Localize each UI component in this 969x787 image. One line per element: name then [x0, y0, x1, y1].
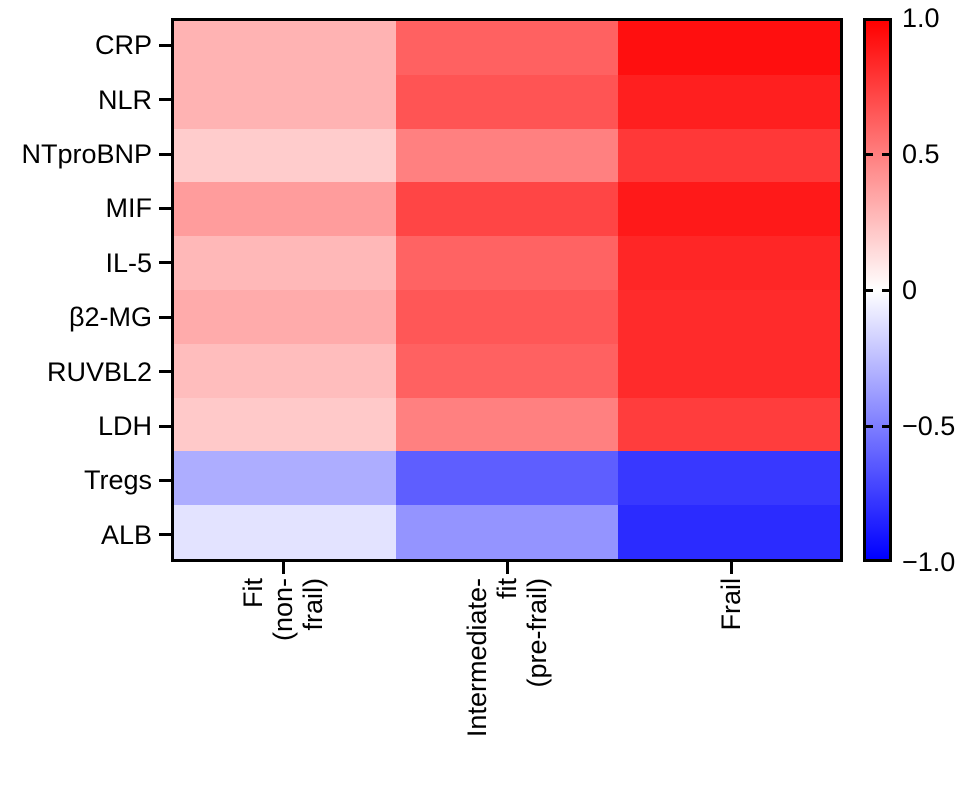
heatmap-cell-r0-c1	[396, 21, 618, 75]
heatmap-cell-r3-c2	[618, 182, 840, 237]
row-label: Tregs	[83, 465, 152, 496]
colorbar-tick-label: −0.5	[902, 411, 956, 441]
colorbar-tick-label: 1.0	[902, 3, 940, 33]
heatmap-cell-r6-c2	[618, 343, 840, 398]
heatmap-cell-r5-c0	[174, 289, 396, 344]
heatmap-cell-r1-c0	[174, 74, 396, 129]
row-label: CRP	[94, 30, 152, 61]
y-tick-mark	[159, 261, 171, 265]
x-tick-mark	[505, 562, 509, 574]
colorbar-tick-label: −1.0	[902, 547, 956, 577]
column-label: Frail	[716, 578, 746, 631]
heatmap-cell-r9-c0	[174, 505, 396, 559]
row-label: ALB	[100, 519, 152, 550]
column-label: Intermediate-fit (pre-frail)	[462, 578, 552, 738]
y-tick-mark	[159, 478, 171, 482]
colorbar-tick-mark	[882, 424, 889, 428]
heatmap-cell-r6-c1	[396, 343, 618, 398]
row-label: LDH	[97, 411, 152, 441]
heatmap-cell-r4-c1	[396, 236, 618, 290]
heatmap-cell-r2-c2	[618, 128, 840, 183]
x-tick-mark	[729, 562, 733, 574]
heatmap-cell-r5-c2	[618, 289, 840, 344]
heatmap-cell-r6-c0	[174, 343, 396, 398]
row-label: MIF	[105, 193, 153, 224]
row-label: β2-MG	[68, 302, 152, 333]
y-tick-mark	[159, 43, 171, 47]
heatmap-cell-r7-c2	[618, 397, 840, 452]
colorbar-tick-mark	[882, 152, 889, 156]
y-tick-mark	[159, 424, 171, 428]
row-label: NLR	[97, 84, 152, 115]
y-tick-mark	[159, 152, 171, 156]
y-tick-mark	[159, 370, 171, 374]
heatmap-cell-r1-c2	[618, 74, 840, 129]
heatmap-plot-area	[171, 18, 843, 562]
heatmap-cell-r8-c1	[396, 451, 618, 506]
colorbar-tick-label: 0	[902, 275, 918, 305]
row-label: IL-5	[105, 247, 152, 278]
heatmap-cell-r0-c2	[618, 21, 840, 75]
column-label: Fit (non-frail)	[238, 578, 328, 642]
y-tick-mark	[159, 98, 171, 102]
heatmap-cell-r4-c0	[174, 236, 396, 290]
heatmap-grid	[174, 21, 840, 559]
heatmap-cell-r0-c0	[174, 21, 396, 75]
colorbar-tick-mark	[882, 288, 889, 292]
y-tick-mark	[159, 315, 171, 319]
heatmap-cell-r9-c1	[396, 505, 618, 559]
heatmap-cell-r5-c1	[396, 289, 618, 344]
heatmap-cell-r2-c1	[396, 128, 618, 183]
y-tick-mark	[159, 533, 171, 537]
heatmap-cell-r3-c0	[174, 182, 396, 237]
x-tick-mark	[281, 562, 285, 574]
heatmap-cell-r4-c2	[618, 236, 840, 290]
heatmap-cell-r7-c1	[396, 397, 618, 452]
row-label: NTproBNP	[21, 139, 152, 169]
heatmap-cell-r8-c0	[174, 451, 396, 506]
heatmap-cell-r9-c2	[618, 505, 840, 559]
y-tick-mark	[159, 206, 171, 210]
heatmap-cell-r3-c1	[396, 182, 618, 237]
colorbar-tick-label: 0.5	[902, 139, 940, 169]
heatmap-cell-r8-c2	[618, 451, 840, 506]
heatmap-cell-r7-c0	[174, 397, 396, 452]
colorbar-tick-mark	[866, 424, 873, 428]
colorbar-tick-mark	[866, 288, 873, 292]
heatmap-cell-r2-c0	[174, 128, 396, 183]
colorbar-tick-mark	[866, 152, 873, 156]
row-label: RUVBL2	[46, 356, 152, 387]
heatmap-cell-r1-c1	[396, 74, 618, 129]
